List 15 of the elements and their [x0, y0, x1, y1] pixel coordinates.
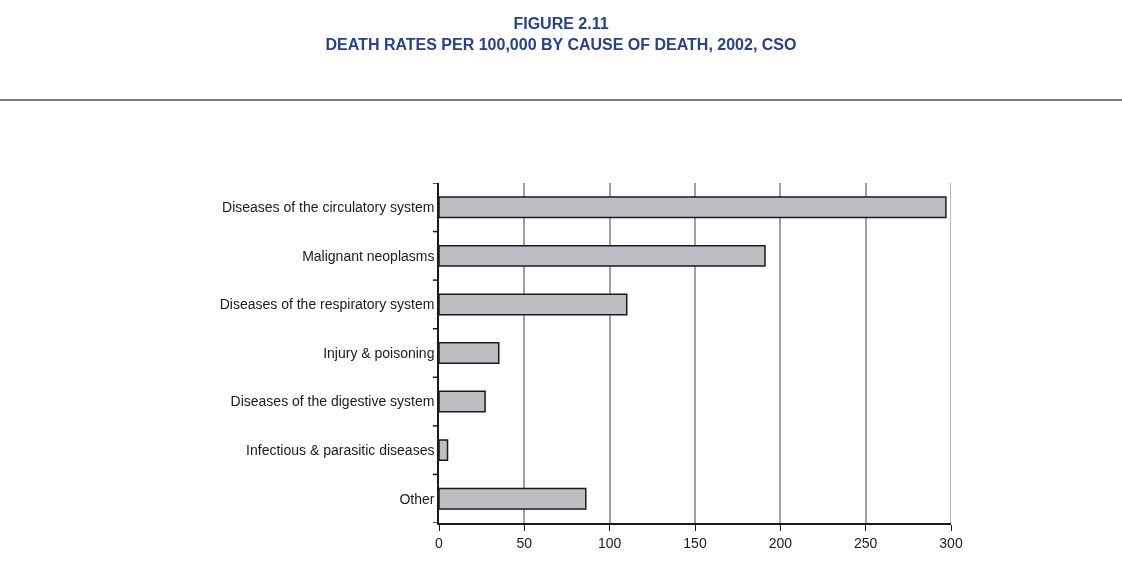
x-tick-label: 300 [939, 534, 963, 551]
y-tick-label: Diseases of the digestive system [230, 393, 435, 410]
y-tick-label: Injury & poisoning [323, 344, 435, 361]
x-tick-label: 150 [683, 534, 707, 551]
y-tick-label: Diseases of the circulatory system [222, 199, 435, 216]
x-tick-label: 200 [768, 534, 793, 551]
x-tick-label: 50 [516, 534, 533, 551]
y-tick-label: Other [399, 490, 435, 507]
chart-title: FIGURE 2.11 DEATH RATES PER 100,000 BY CAUSE OF DEATH, 2002, CSO [325, 15, 797, 53]
x-tick-label: 0 [435, 534, 444, 551]
x-tick-label: 250 [853, 534, 878, 551]
x-tick-label: 100 [597, 534, 622, 551]
y-tick-label: Diseases of the respiratory system [219, 296, 435, 313]
y-tick-label: Malignant neoplasms [302, 247, 435, 264]
y-tick-label: Infectious & parasitic diseases [246, 442, 435, 459]
